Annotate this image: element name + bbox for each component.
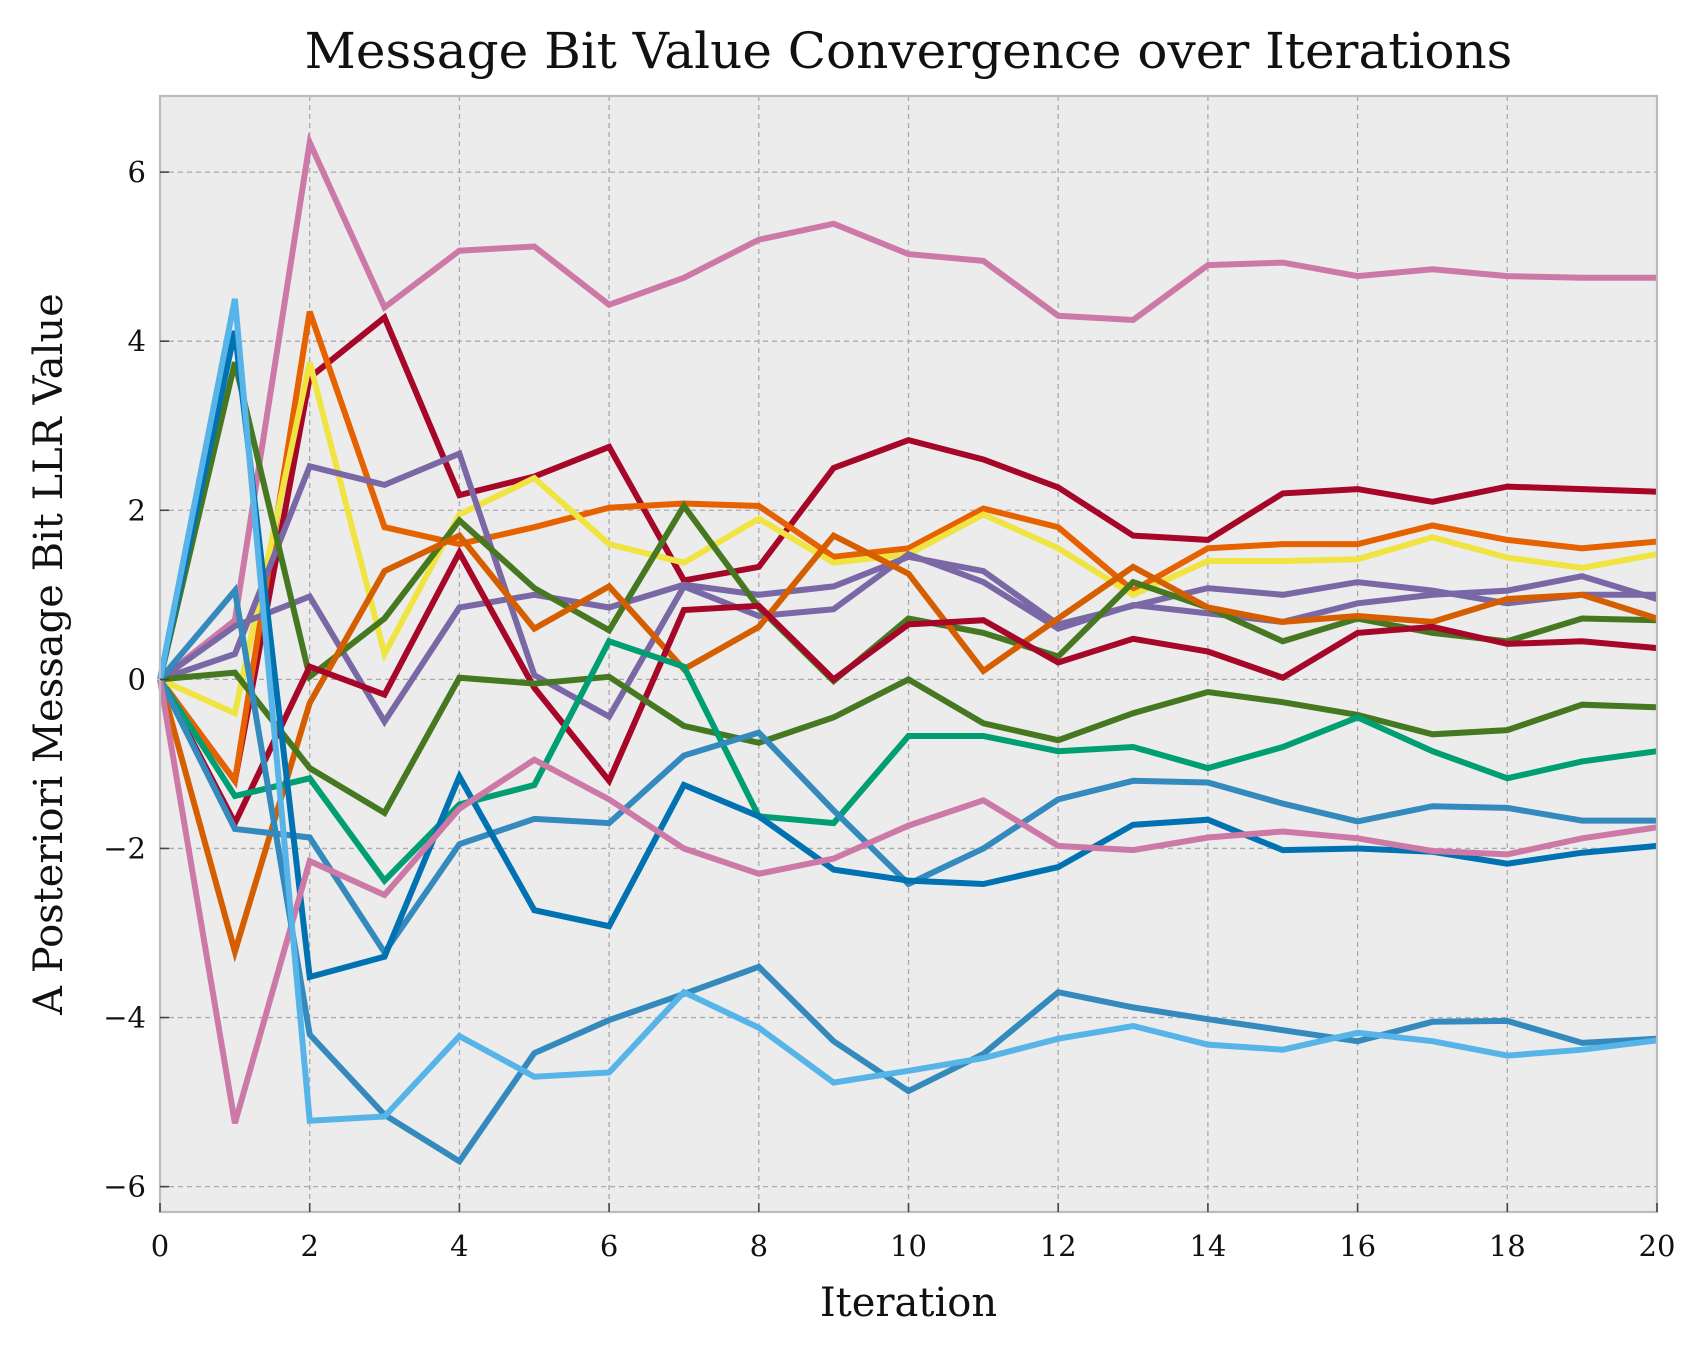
x-tick-label: 14 [1189,1229,1226,1263]
y-tick-label: 6 [128,155,146,189]
y-tick-label: −4 [103,1001,146,1035]
y-tick-label: 4 [128,324,146,358]
series-line-10 [159,669,1658,818]
series-line-2 [157,312,1658,789]
series-line-8 [157,531,1658,963]
y-tick-label: 0 [128,662,146,696]
series-line-1 [158,132,1657,682]
x-tick-label: 16 [1339,1229,1376,1263]
y-axis-label: A Posteriori Message Bit LLR Value [26,293,72,1016]
x-tick-label: 4 [450,1229,468,1263]
chart-title: Message Bit Value Convergence over Itera… [305,22,1513,80]
x-tick-label: 12 [1040,1229,1077,1263]
x-axis-label: Iteration [820,1280,997,1326]
x-tick-label: 2 [300,1229,318,1263]
x-tick-label: 10 [890,1229,927,1263]
axis-ticks: 0 2 4 6 8 10 12 14 16 18 20 −6 −4 −2 0 2 4 6 [103,155,1675,1263]
series-line-16 [157,298,1658,1124]
x-tick-label: 0 [151,1229,169,1263]
series-line-9 [157,546,1658,830]
x-tick-label: 18 [1489,1229,1526,1263]
series-line-11 [157,637,1658,886]
x-tick-label: 8 [750,1229,768,1263]
series-line-12 [157,678,1657,958]
series-lines [157,132,1658,1166]
y-tick-label: −6 [103,1170,146,1204]
x-tick-label: 20 [1639,1229,1676,1263]
x-tick-label: 6 [600,1229,618,1263]
series-line-13 [157,330,1658,981]
series-line-3 [157,310,1658,789]
y-tick-label: 2 [128,493,146,527]
y-tick-label: −2 [103,831,146,865]
series-line-6 [158,553,1657,728]
series-line-15 [157,583,1658,1166]
series-line-14 [157,678,1658,1125]
